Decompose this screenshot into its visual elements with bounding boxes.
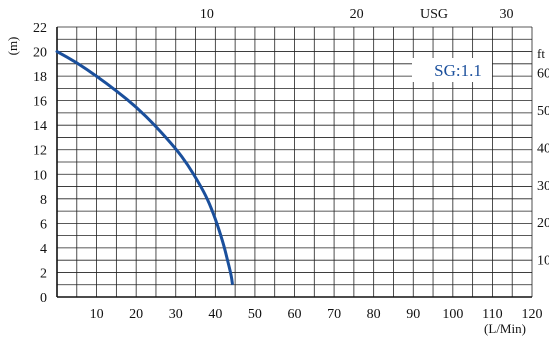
chart-labels: (m) (L/Min) USG ft SG:1.1 xyxy=(5,7,545,336)
y-tick-label: 10 xyxy=(33,168,47,183)
x-tick-label: 10 xyxy=(90,307,104,322)
x-tick-label: 50 xyxy=(248,307,262,322)
y-tick-label: 16 xyxy=(33,95,47,110)
y-tick-label: 4 xyxy=(40,242,47,257)
y-tick-label: 14 xyxy=(33,119,47,134)
right-tick-label: 60 xyxy=(537,67,549,82)
x-tick-label: 120 xyxy=(522,307,543,322)
x-axis-label: (L/Min) xyxy=(484,321,526,336)
right-tick-label: 30 xyxy=(537,179,549,194)
y-tick-label: 0 xyxy=(40,291,47,306)
y-tick-label: 12 xyxy=(33,144,47,159)
y-axis-label: (m) xyxy=(5,37,20,56)
x-tick-label: 110 xyxy=(482,307,502,322)
y-tick-label: 6 xyxy=(40,217,47,232)
x-tick-label: 20 xyxy=(129,307,143,322)
y-tick-label: 8 xyxy=(40,193,47,208)
top-tick-label: 10 xyxy=(200,7,214,22)
y-tick-label: 2 xyxy=(40,266,47,281)
y-tick-label: 18 xyxy=(33,70,47,85)
y-tick-label: 22 xyxy=(33,21,47,36)
x-tick-label: 40 xyxy=(208,307,222,322)
head-flow-curve xyxy=(55,50,234,285)
sg-label-background xyxy=(412,58,492,82)
y-tick-label: 20 xyxy=(33,46,47,61)
top-axis-unit-label: USG xyxy=(420,7,448,22)
sg-annotation: SG:1.1 xyxy=(434,61,482,80)
x-tick-label: 70 xyxy=(327,307,341,322)
right-tick-label: 10 xyxy=(537,254,549,269)
top-tick-label: 30 xyxy=(499,7,513,22)
x-tick-label: 90 xyxy=(406,307,420,322)
right-tick-label: 50 xyxy=(537,104,549,119)
right-tick-label: 20 xyxy=(537,216,549,231)
chart-series xyxy=(55,50,234,285)
x-tick-label: 30 xyxy=(169,307,183,322)
right-axis-unit-label: ft xyxy=(537,46,545,61)
x-tick-label: 100 xyxy=(442,307,463,322)
top-tick-label: 20 xyxy=(350,7,364,22)
x-tick-label: 80 xyxy=(367,307,381,322)
x-tick-label: 60 xyxy=(288,307,302,322)
chart-axes: 10 20 30 40 50 60 70 80 90 100 110 120 0 2 4 6 8 10 12 14 16… xyxy=(33,7,549,322)
right-tick-label: 40 xyxy=(537,141,549,156)
